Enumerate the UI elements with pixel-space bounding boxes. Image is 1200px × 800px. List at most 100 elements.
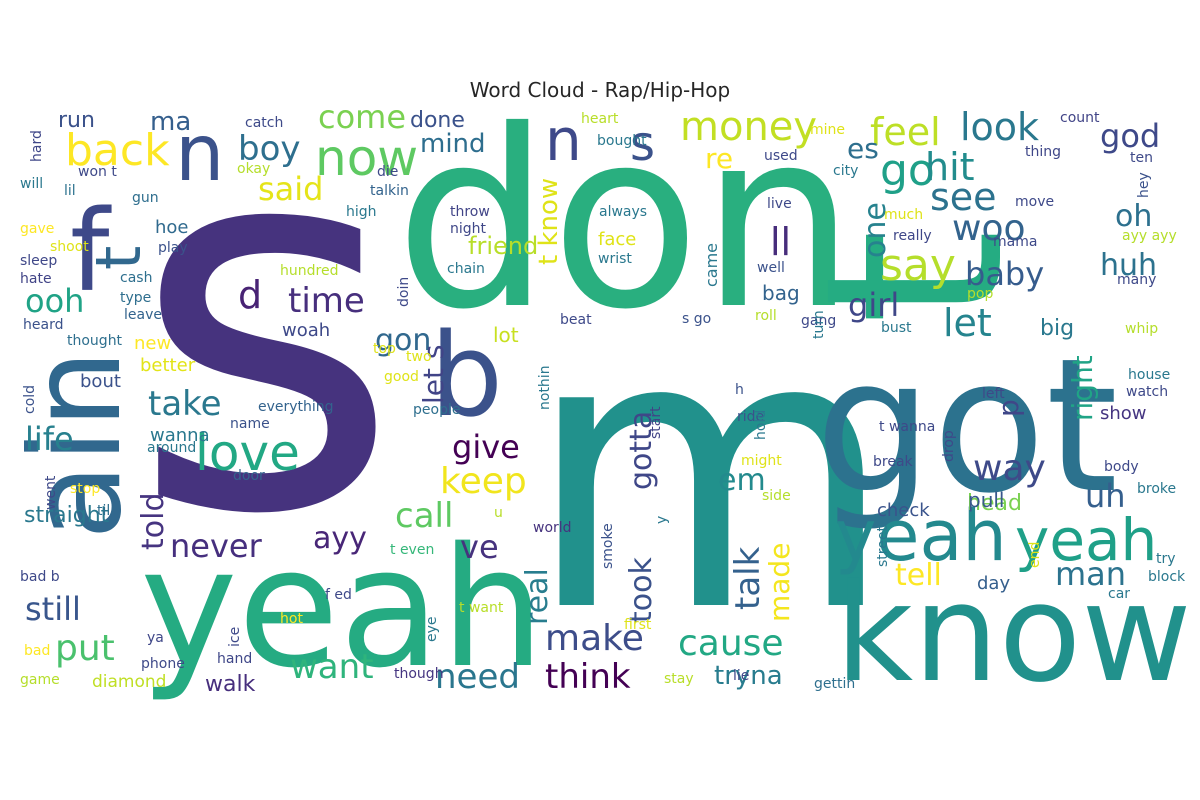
word-199: broke	[1137, 481, 1176, 497]
word-44: give	[452, 428, 520, 466]
word-49: ayy	[313, 521, 367, 556]
word-18: n	[175, 109, 224, 199]
word-117: heard	[23, 317, 63, 333]
word-80: ma	[150, 107, 191, 137]
word-165: beat	[560, 312, 592, 328]
word-46: uh	[1085, 477, 1126, 515]
word-23: feel	[870, 110, 941, 154]
word-69: told	[136, 493, 171, 551]
word-158: u	[494, 505, 503, 521]
word-146: high	[346, 204, 377, 220]
word-19: s	[630, 116, 655, 172]
word-127: bad b	[20, 569, 60, 585]
word-92: face	[598, 229, 636, 250]
word-172: used	[764, 148, 798, 164]
word-128: f ed	[325, 587, 352, 603]
word-131: ya	[147, 630, 164, 646]
word-65: ll	[770, 220, 791, 264]
word-190: pop	[967, 286, 993, 302]
word-98: came	[702, 243, 721, 287]
word-114: cash	[120, 270, 152, 286]
word-160: smoke	[600, 523, 616, 569]
word-57: man	[1055, 555, 1126, 593]
word-198: body	[1104, 459, 1139, 475]
word-179: roll	[755, 308, 777, 324]
word-47: call	[395, 496, 453, 536]
word-76: head	[967, 491, 1022, 516]
word-106: will	[20, 176, 43, 192]
word-175: city	[833, 163, 858, 179]
word-180: gang	[801, 313, 836, 329]
word-79: mind	[420, 129, 486, 159]
word-24: look	[960, 105, 1039, 149]
word-10: n	[545, 106, 582, 174]
word-102: count	[1060, 110, 1100, 126]
word-121: name	[230, 416, 270, 432]
word-142: lie	[733, 668, 749, 684]
word-32: woo	[952, 208, 1026, 249]
word-27: boy	[238, 129, 301, 169]
word-8: ain	[4, 349, 149, 540]
word-197: break	[873, 454, 914, 470]
word-130: hot	[280, 611, 303, 627]
word-100: catch	[245, 115, 283, 131]
word-53: make	[545, 618, 644, 659]
word-108: gun	[132, 190, 159, 206]
word-173: mine	[810, 122, 845, 138]
word-123: door	[233, 468, 265, 484]
word-152: top	[373, 341, 396, 357]
word-48: never	[170, 527, 263, 565]
word-2: m	[525, 252, 895, 695]
word-51: put	[55, 628, 115, 669]
word-113: hate	[20, 271, 52, 287]
word-81: es	[847, 132, 879, 165]
word-195: t wanna	[879, 419, 935, 435]
word-77: straight	[24, 503, 110, 528]
word-138: eye	[424, 616, 440, 642]
word-129: t even	[390, 542, 434, 558]
word-196: drop	[941, 430, 957, 462]
word-105: lil	[64, 183, 76, 199]
word-34: baby	[965, 255, 1044, 293]
word-31: see	[930, 175, 997, 219]
word-90: better	[140, 355, 196, 376]
word-72: made	[763, 543, 796, 622]
word-50: still	[25, 590, 81, 628]
word-43: keep	[440, 461, 527, 502]
word-4: t	[773, 229, 1058, 325]
word-167: h	[735, 382, 744, 398]
word-124: went	[43, 475, 59, 510]
word-192: house	[1128, 367, 1170, 383]
word-109: gave	[20, 221, 54, 237]
word-9: b	[430, 309, 503, 443]
word-161: y	[654, 516, 670, 524]
word-41: life	[25, 420, 74, 458]
word-17: back	[65, 125, 170, 176]
word-193: left	[982, 386, 1005, 402]
word-85: run	[58, 108, 95, 133]
word-103: hard	[29, 130, 45, 162]
word-162: bought	[597, 133, 647, 149]
word-101: heart	[581, 111, 619, 127]
word-59: talk	[728, 546, 768, 610]
word-42: ooh	[25, 282, 84, 320]
word-56: cause	[678, 623, 784, 664]
word-154: good	[384, 369, 419, 385]
word-87: new	[134, 333, 171, 354]
word-78: pull	[968, 488, 1004, 512]
word-55: think	[545, 657, 631, 697]
word-5: got	[815, 318, 1118, 534]
word-54: need	[435, 657, 520, 697]
word-204: car	[1108, 586, 1130, 602]
word-145: talkin	[370, 183, 409, 199]
word-141: stay	[664, 671, 694, 687]
word-36: oh	[1115, 199, 1152, 234]
word-60: took	[624, 557, 659, 623]
word-94: bag	[762, 281, 800, 305]
word-137: though	[394, 666, 444, 682]
word-70: let s	[417, 345, 450, 404]
word-153: two	[406, 349, 432, 365]
word-12: f	[70, 187, 112, 317]
word-148: night	[450, 221, 487, 237]
word-119: cold	[22, 385, 38, 414]
